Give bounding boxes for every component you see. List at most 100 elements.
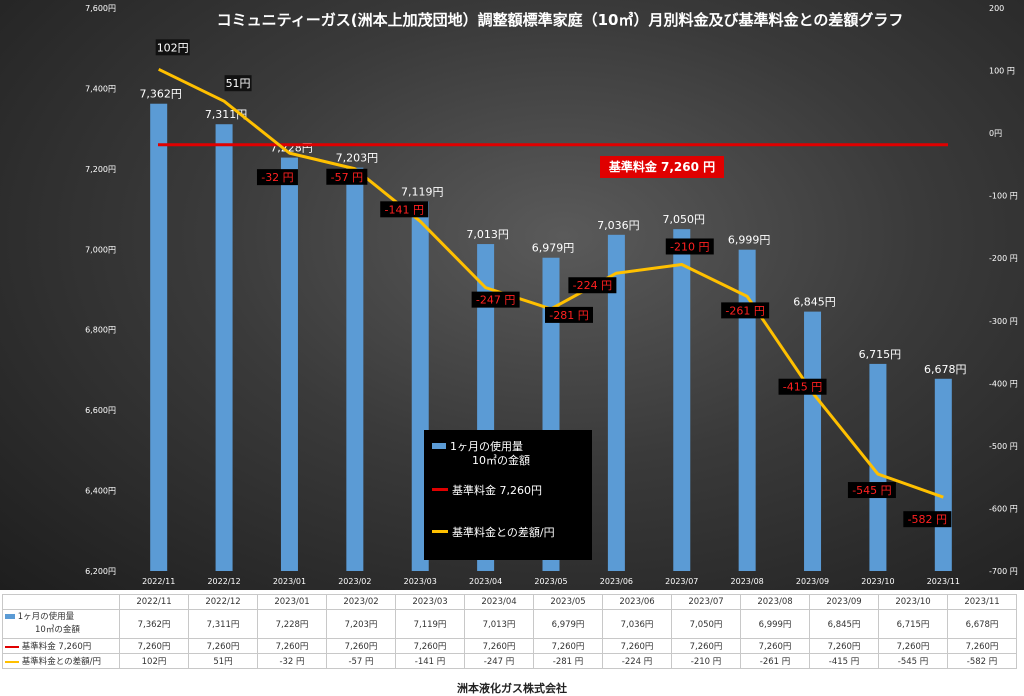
legend-item-diff: 基準料金との差額/円	[432, 524, 555, 540]
y-left-tick-label: 6,400円	[85, 487, 116, 496]
bar	[673, 229, 691, 571]
difference-label-box	[155, 39, 190, 56]
difference-label: -281 円	[549, 309, 588, 322]
bar-value-label: 7,203円	[336, 152, 379, 165]
y-left-tick-label: 6,200円	[85, 567, 116, 576]
y-right-tick-label: -700 円	[989, 567, 1018, 576]
bar	[346, 167, 364, 572]
table-cell: -224 円	[602, 653, 672, 669]
table-cell: 7,260円	[878, 638, 948, 654]
bar	[150, 103, 168, 572]
table-diff-swatch	[5, 660, 19, 663]
y-right-tick-label: 100 円	[989, 67, 1015, 76]
x-tick-label: 2023/11	[927, 577, 960, 586]
chart-title: コミュニティーガス(洲本上加茂団地）調整額標準家庭（10㎥）月別料金及び基準料金…	[216, 11, 904, 29]
difference-label: -32 円	[261, 171, 293, 184]
table-row-label-diff: 基準料金との差額/円	[2, 653, 120, 669]
legend-std-swatch	[432, 488, 448, 491]
x-tick-label: 2023/10	[861, 577, 894, 586]
bar	[607, 234, 625, 571]
y-right-tick-label: -200 円	[989, 254, 1018, 263]
y-right-tick-label: -300 円	[989, 317, 1018, 326]
difference-label: -415 円	[783, 381, 822, 394]
legend-bar-label-1: 1ヶ月の使用量	[450, 440, 523, 453]
company-footer: 洲本液化ガス株式会社	[457, 682, 567, 695]
bar-value-label: 7,036円	[597, 219, 640, 232]
difference-label: -224 円	[573, 279, 612, 292]
y-left-tick-label: 7,600円	[85, 4, 116, 13]
difference-label: -247 円	[476, 294, 515, 307]
difference-label-box	[665, 238, 714, 255]
table-cell: 6,845円	[809, 609, 879, 639]
bar-value-label: 7,050円	[663, 213, 706, 226]
bar	[280, 157, 298, 571]
table-header-cell: 2023/07	[671, 594, 741, 610]
chart-legend: 1ヶ月の使用量 10㎥の金額 基準料金 7,260円 基準料金との差額/円	[424, 430, 592, 560]
table-row-label-std: 基準料金 7,260円	[2, 638, 120, 654]
legend-item-bar-line2: 10㎥の金額	[472, 452, 530, 468]
x-tick-label: 2022/11	[142, 577, 175, 586]
table-header-cell: 2023/02	[326, 594, 396, 610]
x-tick-label: 2022/12	[207, 577, 240, 586]
chart-svg: 6,200円 6,400円 6,600円 6,800円 7,000円 7,200円 7,40…	[85, 4, 1018, 586]
x-tick-label: 2023/09	[796, 577, 829, 586]
table-header-cell: 2023/11	[947, 594, 1017, 610]
table-cell: 7,013円	[464, 609, 534, 639]
difference-label-box	[847, 482, 896, 499]
table-row-diff: 基準料金との差額/円 102円 51円 -32 円 -57 円 -141 円 -247 円…	[2, 653, 1017, 669]
difference-label-box	[903, 511, 952, 528]
y-right-tick-label: -400 円	[989, 379, 1018, 388]
table-cell: 7,050円	[671, 609, 741, 639]
bar	[869, 363, 887, 571]
table-corner	[2, 594, 120, 610]
legend-diff-swatch	[432, 530, 448, 533]
table-cell: -261 円	[740, 653, 810, 669]
y-left-tick-label: 7,000円	[85, 245, 116, 254]
y-right-tick-label: 200	[989, 4, 1004, 13]
table-header-cell: 2023/06	[602, 594, 672, 610]
table-cell: 7,260円	[533, 638, 603, 654]
table-row-label-std-text: 基準料金 7,260円	[21, 642, 92, 652]
bar-value-label: 7,362円	[139, 88, 182, 101]
table-header-cell: 2023/09	[809, 594, 879, 610]
bar	[738, 249, 756, 571]
bar-value-label: 7,119円	[401, 185, 444, 198]
bar-value-label: 6,678円	[924, 363, 967, 376]
standard-fee-badge: 基準料金 7,260 円	[600, 156, 724, 178]
table-header-cell: 2022/11	[119, 594, 189, 610]
legend-bar-label-2: 10㎥の金額	[472, 454, 530, 467]
table-cell: 6,678円	[947, 609, 1017, 639]
table-cell: -415 円	[809, 653, 879, 669]
table-cell: 7,362円	[119, 609, 189, 639]
difference-label-box	[568, 277, 617, 294]
table-cell: 7,228円	[257, 609, 327, 639]
y-right-tick-label: -500 円	[989, 442, 1018, 451]
table-row-bars: 1ヶ月の使用量 10㎥の金額 7,362円 7,311円 7,228円 7,203円 7…	[2, 609, 1017, 639]
difference-label: -545 円	[852, 484, 891, 497]
table-std-swatch	[5, 645, 19, 648]
y-right-tick-label: 0円	[989, 129, 1002, 138]
legend-item-bar: 1ヶ月の使用量	[432, 438, 523, 454]
table-cell: 7,260円	[602, 638, 672, 654]
x-tick-label: 2023/03	[404, 577, 437, 586]
y-left-tick-label: 6,800円	[85, 326, 116, 335]
table-cell: 7,260円	[326, 638, 396, 654]
table-header-cell: 2023/04	[464, 594, 534, 610]
chart-area: 6,200円 6,400円 6,600円 6,800円 7,000円 7,200円 7,40…	[0, 0, 1024, 590]
table-cell: -545 円	[878, 653, 948, 669]
difference-label-box	[778, 378, 827, 395]
legend-std-label: 基準料金 7,260円	[452, 484, 542, 497]
table-cell: 6,999円	[740, 609, 810, 639]
table-cell: 7,203円	[326, 609, 396, 639]
difference-label: -57 円	[331, 171, 363, 184]
table-cell: 7,260円	[740, 638, 810, 654]
bar-value-label: 6,715円	[859, 348, 902, 361]
table-header-row: 2022/11 2022/12 2023/01 2023/02 2023/03 2023/…	[2, 594, 1017, 610]
difference-label-box	[721, 302, 770, 319]
x-tick-label: 2023/07	[665, 577, 698, 586]
table-header-cell: 2023/03	[395, 594, 465, 610]
table-cell: -210 円	[671, 653, 741, 669]
y-right-tick-label: -100 円	[989, 192, 1018, 201]
x-tick-label: 2023/02	[338, 577, 371, 586]
y-left-tick-label: 7,200円	[85, 165, 116, 174]
